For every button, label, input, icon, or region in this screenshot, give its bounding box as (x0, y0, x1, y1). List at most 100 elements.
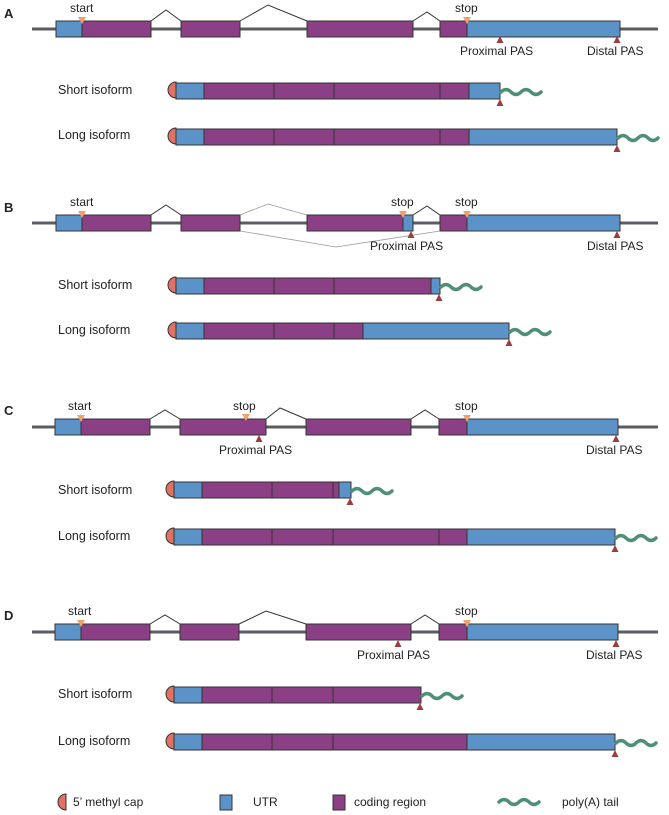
utr-5prime (54, 418, 82, 436)
distal-pas-marker (613, 231, 621, 238)
proximal-pas-marker (394, 640, 402, 647)
panel-c: C start stop stop Proximal PAS Distal PA… (4, 399, 658, 552)
panel-letter: C (4, 403, 14, 418)
distal-pas-label: Distal PAS (586, 648, 642, 662)
pas-marker (613, 145, 621, 152)
long-isoform-transcript (167, 321, 552, 346)
utr-3prime (466, 418, 619, 436)
coding-exon (80, 418, 151, 436)
stop-label: stop (455, 604, 478, 618)
legend-utr-label: UTR (253, 795, 278, 809)
long-isoform-transcript (167, 127, 660, 152)
pas-marker (496, 99, 504, 106)
long-isoform-transcript (165, 527, 658, 552)
methyl-cap (165, 480, 175, 498)
methyl-cap (165, 685, 175, 703)
coding-region (201, 481, 340, 499)
polya-tail (616, 133, 660, 143)
utr-3prime (362, 322, 510, 340)
methyl-cap-icon (57, 793, 67, 811)
long-isoform-label: Long isoform (58, 128, 130, 142)
long-isoform-label: Long isoform (58, 323, 130, 337)
coding-exon (179, 623, 240, 641)
long-isoform-label: Long isoform (58, 734, 130, 748)
legend-coding-label: coding region (354, 795, 426, 809)
long-isoform-label: Long isoform (58, 529, 130, 543)
polya-tail (614, 533, 658, 543)
coding-region (203, 128, 470, 146)
stop-label-2: stop (455, 195, 478, 209)
proximal-pas-label: Proximal PAS (357, 648, 430, 662)
short-isoform-transcript (167, 81, 543, 106)
utr-icon (219, 794, 233, 811)
utr-5prime (175, 322, 205, 340)
utr-5prime (173, 481, 203, 499)
stop-label-1: stop (391, 195, 414, 209)
legend-cap: 5’ methyl cap (57, 793, 144, 811)
methyl-cap (167, 321, 177, 339)
distal-pas-label: Distal PAS (587, 44, 643, 58)
short-isoform-label: Short isoform (58, 483, 132, 497)
distal-pas-label: Distal PAS (586, 443, 642, 457)
polya-tail-icon (497, 797, 541, 807)
utr-5prime (175, 82, 205, 100)
panel-b: B start stop stop Proximal PAS Distal PA… (4, 195, 658, 346)
short-isoform-label: Short isoform (58, 83, 132, 97)
pas-marker (611, 750, 619, 757)
introns (149, 610, 440, 625)
utr-5prime (175, 128, 205, 146)
short-isoform-label: Short isoform (58, 278, 132, 292)
coding-exon (438, 418, 468, 436)
pas-marker (435, 294, 443, 301)
start-label: start (68, 604, 92, 618)
short-isoform-transcript (165, 685, 464, 710)
coding-exon (81, 20, 152, 38)
coding-region (201, 686, 422, 704)
utr-5prime (175, 277, 205, 295)
panel-d: D start stop Proximal PAS Distal PAS Sho… (4, 604, 658, 757)
legend-cap-label: 5’ methyl cap (73, 795, 144, 809)
start-label: start (68, 399, 92, 413)
methyl-cap (167, 81, 177, 99)
utr-3prime (468, 128, 618, 146)
stop-label: stop (455, 1, 478, 15)
coding-exon (179, 418, 267, 436)
coding-region (203, 277, 432, 295)
polya-tail (614, 738, 658, 748)
distal-pas-marker (612, 435, 620, 442)
distal-pas-marker (612, 640, 620, 647)
panel-letter: D (4, 608, 13, 623)
coding-exon (439, 214, 468, 232)
coding-exon (439, 20, 468, 38)
polya-tail (508, 327, 552, 337)
introns (149, 407, 440, 420)
stop-label-2: stop (455, 399, 478, 413)
utr-3prime (466, 733, 616, 751)
proximal-pas-label: Proximal PAS (370, 239, 443, 253)
coding-exon (81, 214, 152, 232)
start-label: start (70, 195, 94, 209)
coding-exon (438, 623, 468, 641)
coding-exon (180, 20, 241, 38)
pas-marker (346, 498, 354, 505)
proximal-pas-marker (255, 435, 263, 442)
legend: 5’ methyl cap UTR coding region poly(A) … (57, 793, 619, 811)
polya-tail (350, 486, 394, 496)
polya-tail (439, 282, 483, 292)
panel-a: A start stop Proximal PAS Distal PAS Sho… (4, 1, 660, 152)
proximal-pas-label: Proximal PAS (219, 443, 292, 457)
utr-3prime (468, 82, 501, 100)
coding-region (201, 733, 468, 751)
legend-coding: coding region (332, 794, 426, 811)
coding-region (201, 528, 468, 546)
stop-label-1: stop (233, 399, 256, 413)
utr-3prime (466, 20, 621, 38)
coding-exon (306, 20, 414, 38)
coding-exon (305, 418, 412, 436)
intronic-utr (402, 214, 414, 232)
methyl-cap (167, 276, 177, 294)
pas-marker (416, 703, 424, 710)
coding-exon (80, 623, 151, 641)
utr-3prime (338, 481, 352, 499)
